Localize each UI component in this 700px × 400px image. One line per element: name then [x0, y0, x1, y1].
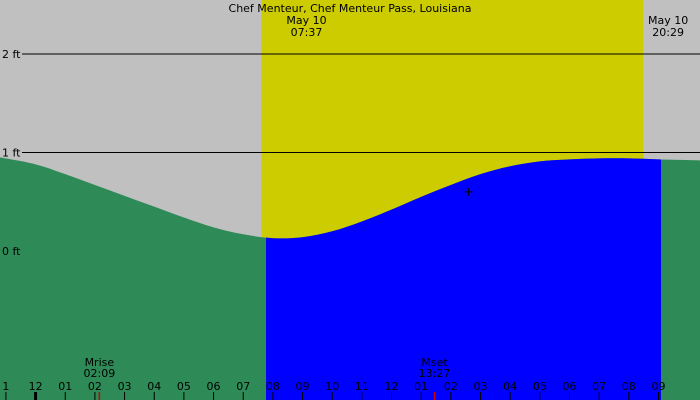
- tide-area-day: [266, 158, 661, 400]
- x-tick-label: 08: [622, 380, 636, 393]
- sunset-date-label: May 10: [648, 14, 688, 27]
- moonset-label: Mset: [421, 356, 448, 369]
- sunrise-date-label: May 10: [286, 14, 326, 27]
- x-tick-label: 01: [58, 380, 72, 393]
- x-tick-label: 04: [147, 380, 161, 393]
- y-tick-label: 0 ft: [2, 245, 21, 258]
- x-tick-label: 03: [474, 380, 488, 393]
- x-tick-label: 08: [266, 380, 280, 393]
- x-tick-label: 06: [207, 380, 221, 393]
- moonrise-time-label: 02:09: [84, 367, 116, 380]
- y-tick-label: 1 ft: [2, 147, 21, 160]
- current-marker: [464, 187, 473, 196]
- y-tick-label: 2 ft: [2, 48, 21, 61]
- x-tick-label: 05: [177, 380, 191, 393]
- x-tick-label: 09: [296, 380, 310, 393]
- x-tick-label: 10: [325, 380, 339, 393]
- x-tick-label: 1: [2, 380, 9, 393]
- x-tick-label: 12: [29, 380, 43, 393]
- x-tick-label: 07: [592, 380, 606, 393]
- x-tick-label: 04: [503, 380, 517, 393]
- x-tick-label: 11: [355, 380, 369, 393]
- x-tick-label: 02: [88, 380, 102, 393]
- x-axis: 1 12 01 02 03 04 05 06 07 08 09 10 11 12 01 02 03 04 05 06 0…: [2, 380, 665, 400]
- x-tick-label: 02: [444, 380, 458, 393]
- tide-area: [0, 157, 700, 400]
- y-tick-labels: 2 ft 1 ft 0 ft: [2, 48, 21, 258]
- x-tick-label: 05: [533, 380, 547, 393]
- x-tick-label: 07: [236, 380, 250, 393]
- x-tick-label: 03: [118, 380, 132, 393]
- sunrise-time-label: 07:37: [291, 26, 323, 39]
- moonrise-label: Mrise: [85, 356, 115, 369]
- x-tick-label: 09: [651, 380, 665, 393]
- x-tick-label: 01: [414, 380, 428, 393]
- sunset-time-label: 20:29: [652, 26, 684, 39]
- x-tick-label: 06: [562, 380, 576, 393]
- x-tick-label: 12: [385, 380, 399, 393]
- gridlines: [22, 53, 700, 153]
- moonset-time-label: 13:27: [419, 367, 451, 380]
- chart-title: Chef Menteur, Chef Menteur Pass, Louisia…: [229, 2, 472, 15]
